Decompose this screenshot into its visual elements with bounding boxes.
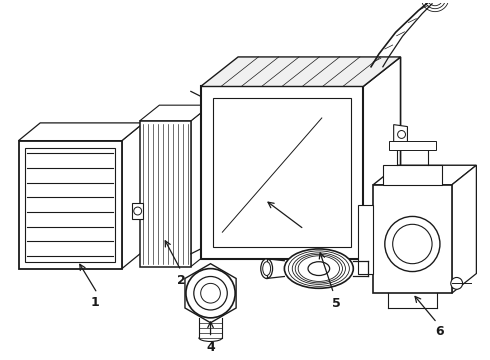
Circle shape	[451, 278, 463, 289]
Polygon shape	[452, 165, 476, 293]
Polygon shape	[358, 204, 373, 274]
Polygon shape	[140, 121, 191, 267]
Text: 1: 1	[91, 296, 100, 309]
Polygon shape	[363, 57, 400, 259]
Text: 3: 3	[305, 233, 313, 246]
Circle shape	[385, 216, 440, 271]
Polygon shape	[191, 105, 211, 267]
Circle shape	[397, 131, 406, 138]
Circle shape	[194, 276, 227, 310]
Text: 2: 2	[176, 274, 185, 287]
Polygon shape	[185, 264, 236, 323]
Polygon shape	[19, 123, 144, 141]
Text: 6: 6	[436, 325, 444, 338]
Polygon shape	[201, 57, 400, 86]
Polygon shape	[140, 105, 211, 121]
Ellipse shape	[308, 262, 330, 275]
Polygon shape	[389, 141, 436, 150]
Polygon shape	[25, 148, 115, 262]
Polygon shape	[383, 165, 442, 185]
Polygon shape	[213, 98, 351, 247]
Polygon shape	[373, 165, 476, 185]
Text: 5: 5	[332, 297, 341, 310]
Circle shape	[201, 283, 220, 303]
Polygon shape	[122, 123, 144, 269]
Circle shape	[186, 269, 235, 318]
Circle shape	[392, 224, 432, 264]
Polygon shape	[132, 203, 143, 219]
Ellipse shape	[263, 262, 270, 275]
Ellipse shape	[261, 259, 272, 278]
Polygon shape	[201, 86, 363, 259]
Ellipse shape	[284, 249, 353, 288]
Text: 4: 4	[206, 341, 215, 354]
Polygon shape	[373, 185, 452, 293]
Circle shape	[134, 207, 142, 215]
Polygon shape	[393, 125, 408, 144]
Polygon shape	[19, 141, 122, 269]
